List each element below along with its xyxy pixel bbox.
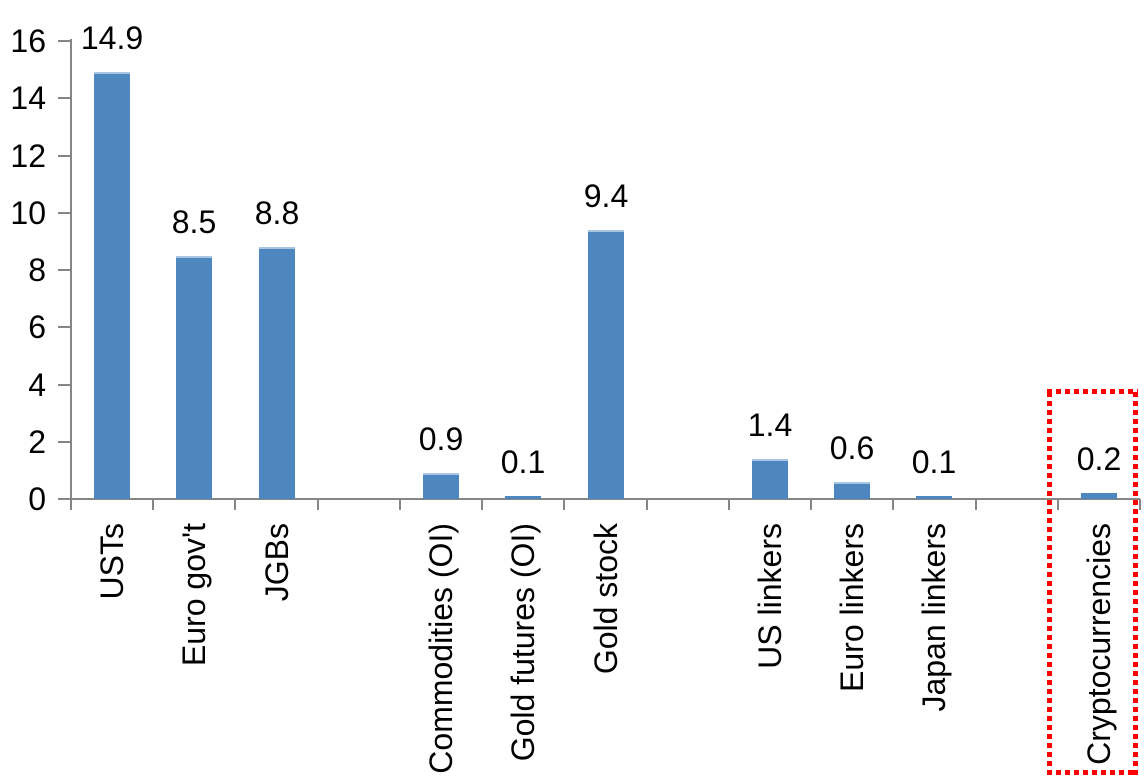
bar <box>1081 493 1117 499</box>
category-label: Cryptocurrencies <box>1081 523 1117 765</box>
category-label: USTs <box>94 523 130 600</box>
category-label: Gold stock <box>588 523 624 675</box>
y-axis-tick <box>58 326 71 329</box>
x-axis-tick <box>398 499 401 510</box>
y-axis-tick <box>58 269 71 271</box>
bar-value-label: 0.2 <box>1076 441 1122 477</box>
x-axis-tick <box>727 499 730 510</box>
bar-value-label: 0.1 <box>500 444 546 480</box>
y-axis-tick <box>58 154 71 157</box>
x-axis-tick <box>234 499 237 510</box>
y-axis-tick <box>58 97 71 100</box>
bar-value-label: 1.4 <box>747 407 793 443</box>
y-tick-label: 14 <box>10 80 46 117</box>
bar-value-label: 0.9 <box>418 421 464 457</box>
x-axis-tick <box>152 499 155 510</box>
y-tick-label: 0 <box>28 481 46 517</box>
x-axis-tick <box>316 499 319 510</box>
x-axis-tick <box>1139 499 1141 510</box>
y-axis-tick <box>58 40 71 42</box>
category-label: JGBs <box>259 523 295 602</box>
bar <box>259 247 295 499</box>
bar <box>176 256 212 499</box>
x-axis-tick <box>1056 499 1059 510</box>
highlight-box-right <box>1133 389 1138 775</box>
category-label: Euro linkers <box>834 523 870 692</box>
highlight-box-bottom <box>1047 770 1138 775</box>
bar-value-label: 8.8 <box>254 195 300 231</box>
x-axis-tick <box>810 499 813 510</box>
category-label: Japan linkers <box>916 523 952 712</box>
bar-value-label: 0.1 <box>911 444 957 480</box>
bar <box>423 473 459 499</box>
x-axis-tick <box>563 499 566 510</box>
highlight-box-left <box>1047 389 1052 775</box>
y-axis-line <box>70 39 72 510</box>
bar <box>94 72 130 499</box>
y-axis-tick <box>58 498 71 500</box>
x-axis-tick <box>892 499 895 510</box>
y-tick-label: 6 <box>28 309 46 346</box>
x-axis-tick <box>645 499 648 510</box>
y-tick-label: 4 <box>28 366 46 403</box>
bar <box>834 482 870 499</box>
bar-value-label: 14.9 <box>80 20 144 56</box>
y-tick-label: 8 <box>28 252 46 288</box>
highlight-box-top <box>1047 389 1138 394</box>
bar <box>916 496 952 499</box>
x-axis-tick <box>481 499 484 510</box>
bar-value-label: 8.5 <box>171 204 217 240</box>
y-tick-label: 10 <box>10 194 46 231</box>
bar-value-label: 0.6 <box>829 430 875 466</box>
x-axis-line <box>71 498 1140 500</box>
bar <box>588 230 624 499</box>
x-axis-tick <box>974 499 977 510</box>
category-label: Euro gov't <box>176 523 212 667</box>
y-axis-tick <box>58 440 71 443</box>
category-label: Commodities (OI) <box>423 523 459 774</box>
y-axis-tick <box>58 383 71 386</box>
category-label: Gold futures (OI) <box>505 523 541 762</box>
y-tick-label: 12 <box>10 137 46 174</box>
bar <box>505 496 541 499</box>
y-axis-tick <box>58 211 71 214</box>
bar-value-label: 9.4 <box>583 178 629 214</box>
y-tick-label: 16 <box>10 23 46 59</box>
bar <box>752 459 788 499</box>
y-tick-label: 2 <box>28 423 46 460</box>
category-label: US linkers <box>752 523 788 669</box>
